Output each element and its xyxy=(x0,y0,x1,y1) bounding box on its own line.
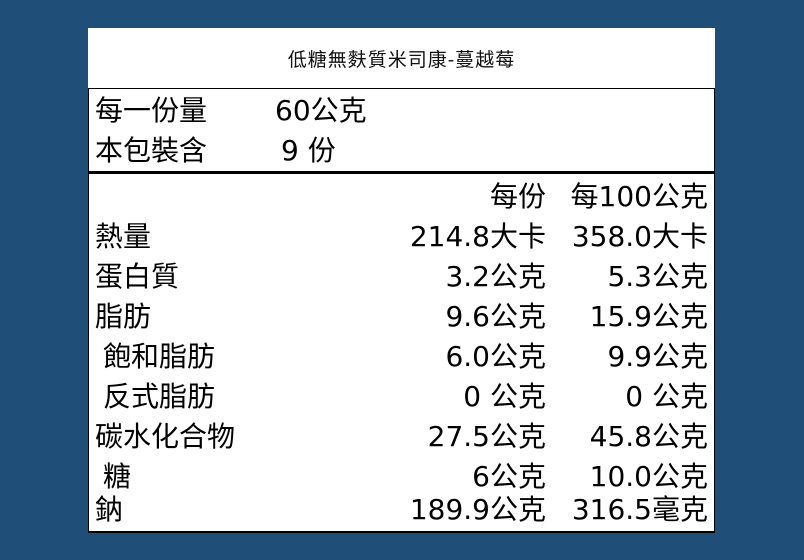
nutrient-name: 反式脂肪 xyxy=(103,380,216,413)
table-row: 糖 6公克 10.0公克 xyxy=(89,457,714,497)
per-serving-header: 每份 xyxy=(489,180,546,213)
per-100g-value: 316.5毫克 xyxy=(571,493,708,526)
table-row: 鈉 189.9公克 316.5毫克 xyxy=(89,490,714,530)
per-serving-value: 0 公克 xyxy=(463,380,546,413)
nutrient-name: 鈉 xyxy=(95,493,124,526)
per-100g-value: 45.8公克 xyxy=(589,420,708,453)
per-serving-value: 189.9公克 xyxy=(409,493,546,526)
table-row: 蛋白質 3.2公克 5.3公克 xyxy=(89,257,714,297)
serving-count-value: 9 份 xyxy=(281,134,336,167)
nutrient-name: 熱量 xyxy=(95,220,152,253)
table-row: 反式脂肪 0 公克 0 公克 xyxy=(89,377,714,417)
per-100g-value: 10.0公克 xyxy=(589,460,708,493)
nutrient-name: 碳水化合物 xyxy=(95,420,236,453)
per-serving-value: 214.8大卡 xyxy=(409,220,546,253)
table-row: 飽和脂肪 6.0公克 9.9公克 xyxy=(89,337,714,377)
table-row: 脂肪 9.6公克 15.9公克 xyxy=(89,297,714,337)
table-row: 熱量 214.8大卡 358.0大卡 xyxy=(89,217,714,257)
per-100g-header: 每100公克 xyxy=(570,180,708,213)
per-serving-value: 9.6公克 xyxy=(445,300,546,333)
product-title: 低糖無麩質米司康-蔓越莓 xyxy=(287,48,516,71)
serving-count-label: 本包裝含 xyxy=(95,134,208,167)
per-100g-value: 358.0大卡 xyxy=(571,220,708,253)
nutrient-name: 糖 xyxy=(103,460,132,493)
serving-size-label: 每一份量 xyxy=(95,94,208,127)
per-serving-value: 6公克 xyxy=(472,460,546,493)
divider-rule xyxy=(89,171,714,174)
per-100g-value: 15.9公克 xyxy=(589,300,708,333)
per-100g-value: 9.9公克 xyxy=(607,340,708,373)
per-serving-value: 6.0公克 xyxy=(445,340,546,373)
table-row: 碳水化合物 27.5公克 45.8公克 xyxy=(89,417,714,457)
nutrition-table: 每一份量 60公克 本包裝含 9 份 每份 每100公克 熱量 214.8大卡 … xyxy=(88,88,715,533)
nutrition-label-panel: 低糖無麩質米司康-蔓越莓 每一份量 60公克 本包裝含 9 份 每份 每100公… xyxy=(88,28,715,533)
per-100g-value: 5.3公克 xyxy=(607,260,708,293)
serving-info: 每一份量 60公克 本包裝含 9 份 xyxy=(89,89,714,171)
per-100g-value: 0 公克 xyxy=(625,380,708,413)
serving-size-value: 60公克 xyxy=(275,94,367,127)
nutrient-name: 飽和脂肪 xyxy=(103,340,216,373)
column-header-row: 每份 每100公克 xyxy=(89,177,714,217)
nutrient-name: 蛋白質 xyxy=(95,260,180,293)
per-serving-value: 27.5公克 xyxy=(427,420,546,453)
nutrient-name: 脂肪 xyxy=(95,300,152,333)
per-serving-value: 3.2公克 xyxy=(445,260,546,293)
